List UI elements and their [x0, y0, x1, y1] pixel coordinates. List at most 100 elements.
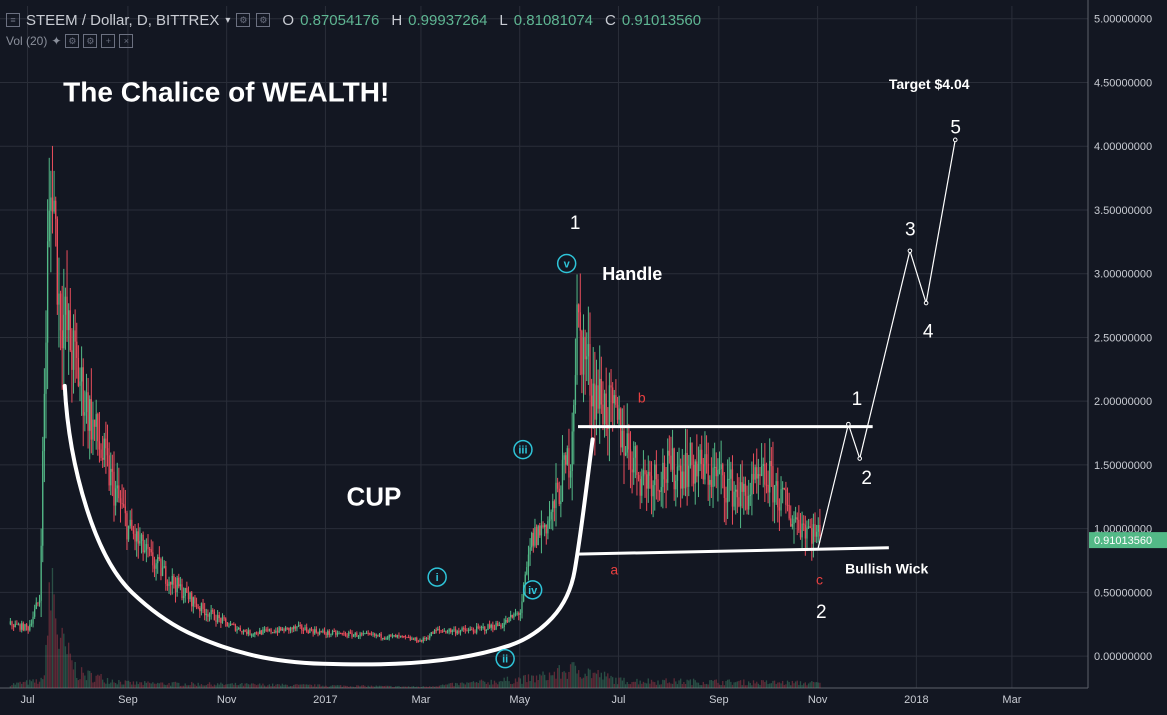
candle-body [608, 385, 611, 430]
candle-body [767, 484, 769, 493]
settings-icon-vol-2[interactable]: ⚙ [83, 34, 98, 48]
candle-body [283, 628, 285, 632]
volume-bar [181, 685, 183, 688]
volume-bar [377, 686, 379, 688]
candle-body [717, 470, 719, 477]
volume-bar [27, 684, 29, 688]
candle-body [35, 602, 37, 610]
candle-body [299, 624, 301, 626]
volume-bar [728, 679, 730, 688]
candle-body [647, 471, 649, 489]
volume-bar [310, 684, 313, 688]
candle-body [97, 414, 99, 442]
y-tick-label: 3.50000000 [1094, 205, 1152, 217]
menu-icon[interactable]: ≡ [6, 13, 20, 27]
volume-bar [529, 681, 531, 688]
volume-bar [616, 684, 619, 688]
volume-bar [639, 680, 641, 688]
volume-bar [195, 685, 198, 688]
volume-bar [242, 685, 245, 688]
candle-body [85, 392, 88, 413]
candle-body [312, 630, 314, 634]
volume-bar [351, 686, 353, 688]
candle-body [409, 637, 411, 640]
candle-body [442, 630, 444, 632]
candle-body [82, 367, 84, 416]
volume-bar [46, 635, 49, 688]
candle-body [783, 487, 785, 490]
volume-bar [365, 687, 368, 688]
candle-body [433, 629, 436, 634]
volume-bar [273, 686, 275, 688]
candle-body [114, 488, 117, 506]
volume-bar [139, 682, 141, 688]
candle-body [578, 304, 580, 313]
volume-bar [668, 682, 670, 688]
candle-body [186, 588, 188, 593]
candle-body [603, 393, 606, 425]
candle-body [322, 630, 324, 632]
candle-body [226, 622, 228, 627]
volume-bar [806, 685, 808, 688]
volume-bar [35, 679, 37, 688]
volume-bar [793, 683, 795, 688]
volume-bar [364, 685, 366, 688]
candle-body [467, 629, 470, 632]
settings-icon-2[interactable]: ⚙ [256, 13, 271, 27]
volume-bar [374, 686, 376, 688]
candle-body [280, 627, 282, 631]
open-label: O [282, 11, 295, 29]
volume-bar [356, 685, 358, 688]
candle-body [668, 450, 670, 456]
volume-bar [341, 686, 343, 688]
symbol-title[interactable]: STEEM / Dollar, D, BITTREX [26, 11, 220, 29]
volume-bar [748, 681, 750, 688]
volume-bar [121, 684, 123, 688]
candle-body [652, 485, 654, 497]
candle-body [273, 632, 275, 634]
volume-bar [69, 653, 71, 688]
volume-bar [495, 682, 497, 688]
candle-body [365, 632, 368, 634]
candle-body [806, 527, 808, 539]
candle-body [748, 495, 750, 510]
volume-bar [487, 682, 489, 688]
candle-body [786, 504, 789, 506]
volume-bar [304, 684, 306, 688]
candle-body [236, 628, 238, 631]
volume-bar [437, 686, 439, 688]
annotation-small: Target $4.04 [889, 76, 970, 92]
volume-bar [521, 683, 523, 688]
candle-body [686, 452, 688, 487]
settings-icon[interactable]: ⚙ [236, 13, 251, 27]
settings-icon-vol[interactable]: ⚙ [65, 34, 80, 48]
volume-bar [430, 686, 432, 688]
candle-body [451, 630, 454, 633]
candle-body [730, 469, 732, 479]
candle-body [506, 619, 509, 622]
volume-bar [556, 668, 559, 688]
candle-body [37, 602, 39, 604]
candle-body [306, 627, 308, 632]
volume-bar [220, 682, 222, 688]
volume-bar [333, 685, 335, 688]
candle-body [621, 430, 624, 448]
candle-body [793, 518, 795, 525]
candle-body [84, 412, 86, 416]
candle-body [746, 495, 748, 510]
volume-bar [77, 680, 80, 688]
volume-bar [461, 682, 463, 688]
add-icon[interactable]: + [101, 34, 116, 48]
volume-bar [458, 685, 460, 688]
candle-body [678, 465, 680, 467]
volume-bar [275, 684, 277, 688]
volume-bar [723, 685, 726, 688]
candle-body [259, 630, 261, 635]
candle-body [597, 385, 599, 409]
close-icon[interactable]: × [119, 34, 134, 48]
chevron-down-icon[interactable]: ▾ [225, 14, 231, 26]
candle-body [592, 383, 594, 407]
eye-icon[interactable]: ✦ [51, 34, 62, 48]
candle-body [683, 471, 685, 489]
